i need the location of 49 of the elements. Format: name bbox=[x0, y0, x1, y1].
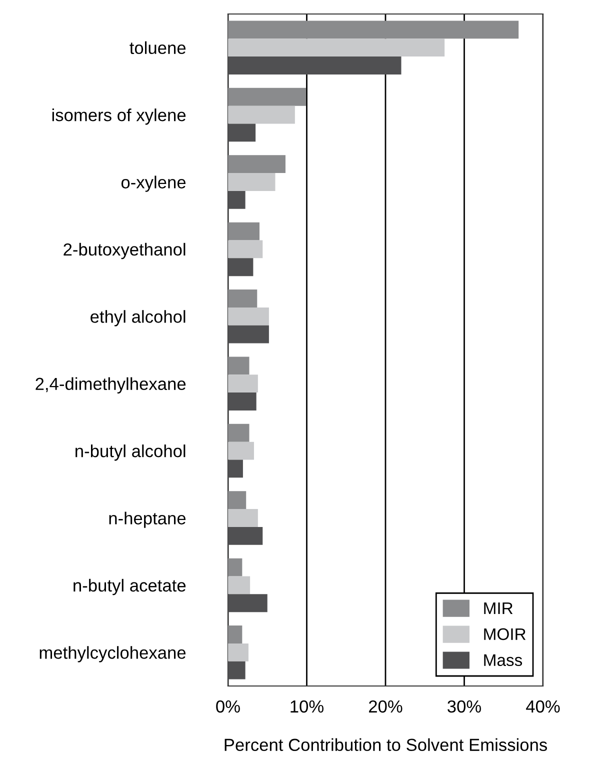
bar bbox=[228, 124, 256, 142]
bar bbox=[228, 258, 254, 276]
bar bbox=[228, 558, 242, 576]
x-tick-label: 20% bbox=[369, 700, 402, 713]
bar bbox=[228, 106, 295, 124]
bar bbox=[228, 392, 256, 410]
bar bbox=[228, 38, 445, 57]
legend-label: MOIR bbox=[484, 628, 526, 640]
y-tick-label: n-butyl alcohol bbox=[76, 444, 186, 461]
bar bbox=[228, 374, 258, 393]
bar bbox=[228, 325, 269, 344]
bar bbox=[228, 88, 306, 106]
bar bbox=[228, 56, 402, 74]
x-tick-label: 40% bbox=[526, 700, 560, 713]
bar bbox=[228, 526, 263, 545]
x-tick-label: 10% bbox=[290, 700, 324, 713]
y-tick-label: n-butyl acetate bbox=[74, 578, 186, 596]
bar bbox=[228, 20, 519, 39]
bar bbox=[228, 240, 263, 258]
bar bbox=[228, 576, 250, 594]
bar bbox=[228, 290, 258, 308]
y-tick-label: isomers of xylene bbox=[52, 108, 186, 125]
x-tick-label: 30% bbox=[448, 700, 482, 713]
legend-label: MIR bbox=[484, 602, 513, 614]
bar bbox=[228, 424, 250, 442]
bar bbox=[228, 307, 269, 326]
bar bbox=[228, 509, 258, 527]
y-tick-label: 2-butoxyethanol bbox=[64, 242, 186, 260]
bar bbox=[228, 356, 250, 375]
y-tick-label: 2,4-dimethylhexane bbox=[36, 377, 186, 394]
bar bbox=[228, 222, 260, 240]
legend-label: Mass bbox=[484, 654, 522, 666]
bar bbox=[228, 491, 246, 510]
y-tick-label: ethyl alcohol bbox=[90, 310, 186, 326]
bar bbox=[228, 626, 242, 644]
bar bbox=[228, 190, 246, 209]
x-axis-title: Percent Contribution to Solvent Emissions bbox=[224, 738, 547, 752]
bar bbox=[228, 442, 254, 460]
x-tick-label: 0% bbox=[216, 700, 240, 713]
bar bbox=[228, 460, 243, 478]
bar bbox=[228, 155, 286, 174]
bar bbox=[228, 173, 276, 191]
y-tick-label: n-heptane bbox=[109, 512, 186, 528]
bar bbox=[228, 594, 268, 612]
bar bbox=[228, 643, 248, 662]
bar bbox=[228, 661, 246, 680]
y-tick-label: toluene bbox=[130, 41, 186, 54]
y-tick-label: o-xylene bbox=[121, 176, 186, 192]
y-tick-label: methylcyclohexane bbox=[40, 646, 186, 662]
